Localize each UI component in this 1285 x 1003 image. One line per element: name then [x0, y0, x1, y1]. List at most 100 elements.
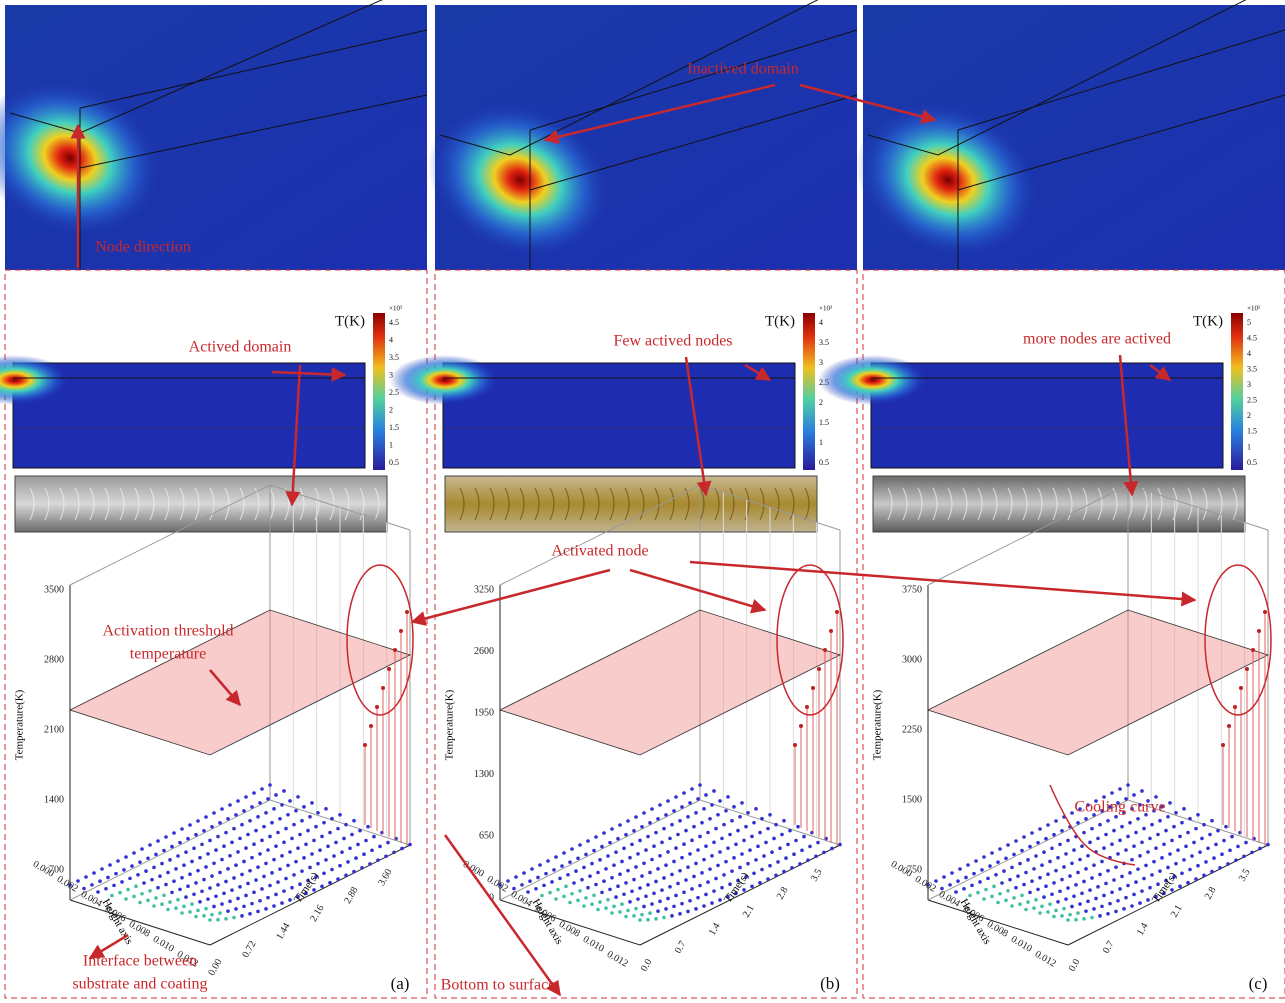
node-dot — [1208, 833, 1212, 837]
node-dot — [236, 897, 240, 901]
panel-label: (b) — [820, 974, 840, 993]
node-dot — [120, 880, 124, 884]
node-dot — [154, 896, 158, 900]
node-dot — [182, 904, 186, 908]
node-dot — [1048, 902, 1052, 906]
node-dot — [1106, 819, 1110, 823]
node-dot — [322, 821, 326, 825]
node-dot — [1166, 815, 1170, 819]
node-dot — [328, 881, 332, 885]
node-dot — [1060, 829, 1064, 833]
node-dot — [112, 884, 116, 888]
node-dot — [1214, 843, 1218, 847]
node-dot — [980, 868, 984, 872]
node-dot — [700, 871, 704, 875]
colorbar-tick: 1.5 — [389, 423, 399, 432]
node-dot — [608, 841, 612, 845]
node-dot — [560, 864, 564, 868]
node-dot — [1030, 831, 1034, 835]
node-dot — [148, 889, 152, 893]
node-dot — [608, 888, 612, 892]
node-dot — [1130, 904, 1134, 908]
node-dot — [740, 852, 744, 856]
node-dot — [678, 912, 682, 916]
section-heat — [818, 355, 928, 405]
node-dot — [550, 880, 554, 884]
node-dot — [706, 831, 710, 835]
node-dot — [694, 862, 698, 866]
node-dot — [666, 897, 670, 901]
node-dot — [220, 858, 224, 862]
node-dot — [184, 895, 188, 899]
node-dot — [1212, 856, 1216, 860]
node-dot — [650, 858, 654, 862]
node-dot — [334, 841, 338, 845]
node-dot — [670, 823, 674, 827]
node-dot — [998, 892, 1002, 896]
node-dot — [1046, 872, 1050, 876]
node-dot — [712, 889, 716, 893]
node-dot — [640, 825, 644, 829]
node-dot — [278, 867, 282, 871]
node-dot — [578, 843, 582, 847]
node-dot — [1042, 850, 1046, 854]
node-dot — [782, 870, 786, 874]
x-tick-label: 1.44 — [274, 921, 292, 942]
node-dot — [732, 805, 736, 809]
x-tick-label: 1.4 — [707, 921, 723, 937]
node-dot — [256, 865, 260, 869]
node-dot — [616, 837, 620, 841]
node-dot — [264, 862, 268, 866]
node-dot — [224, 917, 228, 921]
colorbar-title: T(K) — [765, 313, 795, 329]
node-dot — [399, 629, 403, 633]
node-dot — [662, 916, 666, 920]
node-dot — [104, 887, 108, 891]
node-dot — [1258, 847, 1262, 851]
node-dot — [1218, 866, 1222, 870]
node-dot — [1134, 880, 1138, 884]
node-dot — [238, 885, 242, 889]
colorbar-tick: 2 — [389, 405, 393, 414]
node-dot — [1106, 869, 1110, 873]
node-dot — [1144, 864, 1148, 868]
colorbar-tick: 2 — [819, 398, 823, 407]
node-dot — [838, 843, 842, 847]
node-dot — [660, 888, 664, 892]
node-dot — [100, 867, 104, 871]
node-dot — [1044, 884, 1048, 888]
node-dot — [368, 862, 372, 866]
node-dot — [684, 829, 688, 833]
node-dot — [1040, 904, 1044, 908]
node-dot — [614, 850, 618, 854]
node-dot — [258, 852, 262, 856]
node-dot — [970, 884, 974, 888]
node-dot — [176, 898, 180, 902]
z-tick-label: 3500 — [44, 584, 64, 595]
node-dot — [296, 846, 300, 850]
node-dot — [96, 890, 100, 894]
node-dot — [290, 837, 294, 841]
node-dot — [188, 823, 192, 827]
node-dot — [1038, 876, 1042, 880]
node-dot — [1060, 878, 1064, 882]
node-dot — [172, 831, 176, 835]
node-dot — [1058, 889, 1062, 893]
node-dot — [566, 873, 570, 877]
node-dot — [252, 791, 256, 795]
node-dot — [730, 869, 734, 873]
node-dot — [546, 859, 550, 863]
node-dot — [274, 893, 278, 897]
node-dot — [948, 883, 952, 887]
node-dot — [228, 854, 232, 858]
node-dot — [138, 860, 142, 864]
node-dot — [370, 849, 374, 853]
node-dot — [760, 817, 764, 821]
node-dot — [972, 872, 976, 876]
node-dot — [310, 801, 314, 805]
z-axis-title: Temperature(K) — [444, 689, 456, 760]
node-dot — [188, 872, 192, 876]
node-dot — [732, 856, 736, 860]
node-dot — [710, 803, 714, 807]
node-dot — [1174, 862, 1178, 866]
